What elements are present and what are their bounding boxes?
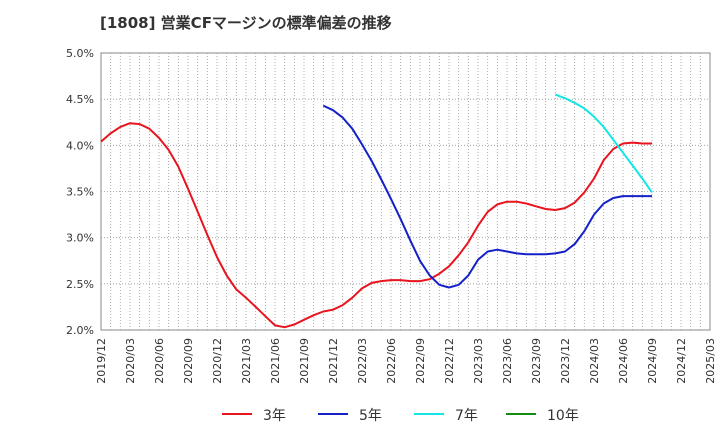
x-tick-label: 2023/06 — [501, 338, 514, 384]
legend-label: 3年 — [263, 408, 286, 424]
y-tick-label: 2.5% — [66, 278, 94, 291]
x-tick-label: 2021/12 — [327, 338, 340, 384]
series-line — [554, 93, 653, 193]
y-tick-label: 2.0% — [66, 324, 94, 337]
series-line — [100, 122, 652, 329]
chart-title: [1808] 営業CFマージンの標準偏差の推移 — [100, 14, 392, 32]
x-tick-label: 2024/09 — [646, 338, 659, 384]
x-tick-label: 2022/03 — [356, 338, 369, 384]
x-tick-label: 2023/09 — [530, 338, 543, 384]
y-tick-label: 4.5% — [66, 93, 94, 106]
x-tick-label: 2022/06 — [385, 338, 398, 384]
y-tick-label: 4.0% — [66, 139, 94, 152]
x-tick-label: 2020/06 — [153, 338, 166, 384]
x-tick-label: 2021/06 — [269, 338, 282, 384]
x-tick-label: 2021/09 — [298, 338, 311, 384]
x-tick-label: 2025/03 — [704, 338, 717, 384]
x-tick-label: 2024/03 — [588, 338, 601, 384]
y-tick-label: 5.0% — [66, 47, 94, 60]
x-tick-label: 2023/03 — [472, 338, 485, 384]
series-line — [322, 104, 652, 289]
x-tick-label: 2023/12 — [559, 338, 572, 384]
legend-label: 5年 — [359, 408, 382, 424]
x-tick-label: 2021/03 — [240, 338, 253, 384]
x-tick-label: 2020/09 — [182, 338, 195, 384]
plot-area — [100, 52, 711, 331]
x-tick-label: 2020/03 — [124, 338, 137, 384]
legend-label: 10年 — [547, 408, 579, 424]
x-tick-label: 2024/12 — [675, 338, 688, 384]
legend-label: 7年 — [455, 408, 478, 424]
x-tick-label: 2020/12 — [211, 338, 224, 384]
x-tick-label: 2022/09 — [414, 338, 427, 384]
x-tick-label: 2019/12 — [95, 338, 108, 384]
y-tick-label: 3.5% — [66, 186, 94, 199]
x-tick-label: 2022/12 — [443, 338, 456, 384]
x-tick-label: 2024/06 — [617, 338, 630, 384]
y-tick-label: 3.0% — [66, 232, 94, 245]
